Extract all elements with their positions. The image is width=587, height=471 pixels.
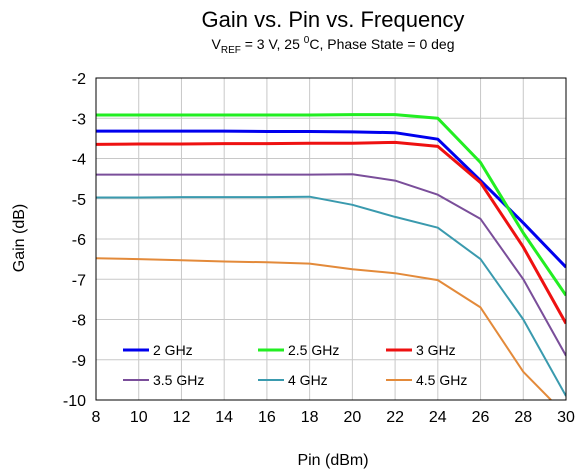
- x-tick-labels: 8 10 12 14 16 18 20 22 24 26 28 30: [92, 409, 575, 426]
- y-tick-label: -10: [63, 393, 86, 410]
- x-tick-label: 28: [514, 409, 532, 426]
- y-tick-label: -8: [72, 313, 86, 330]
- subtitle-middle: = 3 V, 25: [241, 36, 304, 52]
- x-tick-label: 12: [173, 409, 191, 426]
- x-tick-label: 20: [343, 409, 361, 426]
- y-tick-label: -9: [72, 353, 86, 370]
- legend-label: 4.5 GHz: [416, 372, 467, 388]
- x-tick-label: 10: [130, 409, 148, 426]
- legend-label: 4 GHz: [288, 372, 328, 388]
- x-tick-label: 30: [557, 409, 575, 426]
- y-tick-label: -3: [72, 111, 86, 128]
- series-line: [96, 257, 552, 400]
- y-tick-label: -5: [72, 192, 86, 209]
- x-tick-label: 8: [92, 409, 101, 426]
- x-axis-label: Pin (dBm): [297, 452, 368, 469]
- legend-label: 3.5 GHz: [153, 372, 204, 388]
- x-tick-label: 22: [386, 409, 404, 426]
- subtitle-prefix: V: [212, 36, 222, 52]
- legend-item: 2.5 GHz: [258, 342, 339, 358]
- x-tick-label: 26: [472, 409, 490, 426]
- plot-border: [95, 77, 567, 401]
- legend-item: 3.5 GHz: [123, 372, 204, 388]
- x-tick-label: 24: [429, 409, 447, 426]
- y-tick-label: -7: [72, 272, 86, 289]
- y-tick-labels: -2 -3 -4 -5 -6 -7 -8 -9 -10: [63, 71, 86, 410]
- series-line: [96, 173, 566, 357]
- y-tick-label: -6: [72, 232, 86, 249]
- legend-item: 4.5 GHz: [386, 372, 467, 388]
- y-tick-label: -4: [72, 152, 86, 169]
- legend: 2 GHz 2.5 GHz 3 GHz 3.5 GHz 4 GHz 4.5 GHz: [123, 342, 467, 388]
- series-line: [96, 195, 566, 397]
- subtitle-suffix: C, Phase State = 0 deg: [309, 36, 454, 52]
- legend-item: 4 GHz: [258, 372, 328, 388]
- legend-label: 2 GHz: [153, 342, 193, 358]
- subtitle-deg-sup: 0: [304, 35, 310, 46]
- subtitle-prefix-sub: REF: [221, 45, 241, 56]
- chart-subtitle: VREF = 3 V, 25 0C, Phase State = 0 deg: [212, 35, 455, 56]
- legend-label: 2.5 GHz: [288, 342, 339, 358]
- legend-item: 2 GHz: [123, 342, 193, 358]
- y-axis-label: Gain (dB): [11, 204, 28, 272]
- legend-item: 3 GHz: [386, 342, 456, 358]
- series-line: [96, 129, 566, 269]
- chart-title: Gain vs. Pin vs. Frequency: [202, 7, 465, 32]
- series-line: [96, 113, 566, 297]
- series-layer: [96, 113, 566, 400]
- x-tick-label: 18: [301, 409, 319, 426]
- series-line: [96, 140, 566, 325]
- y-tick-label: -2: [72, 71, 86, 88]
- x-tick-label: 16: [258, 409, 276, 426]
- x-tick-label: 14: [215, 409, 233, 426]
- legend-label: 3 GHz: [416, 342, 456, 358]
